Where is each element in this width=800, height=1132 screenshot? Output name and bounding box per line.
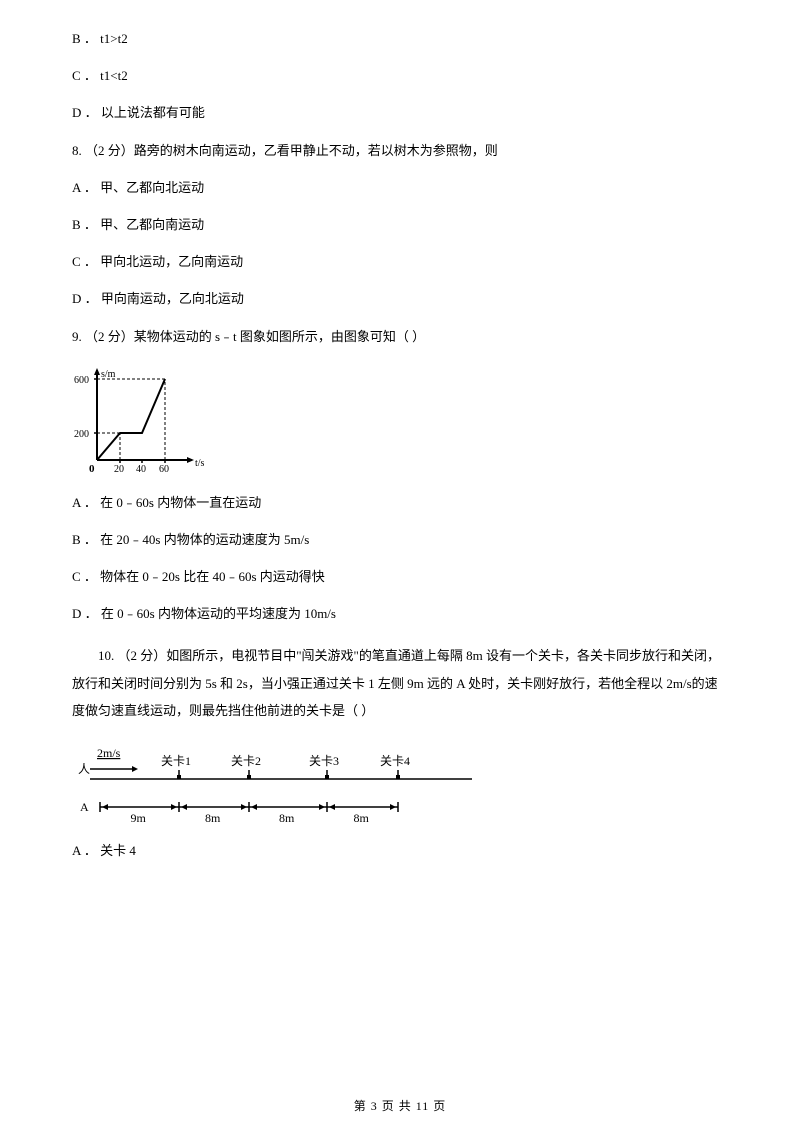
svg-text:8m: 8m <box>205 811 221 823</box>
question-9: 9. （2 分）某物体运动的 s﹣t 图象如图所示，由图象可知（ ） <box>72 328 728 346</box>
option-a8: A ． 甲、乙都向北运动 <box>72 179 728 197</box>
svg-text:20: 20 <box>114 464 124 475</box>
st-graph-icon: s/m 200 600 0 20 40 60 t/s <box>72 365 222 475</box>
svg-text:2m/s: 2m/s <box>97 746 121 760</box>
svg-text:40: 40 <box>136 464 146 475</box>
question-8: 8. （2 分）路旁的树木向南运动，乙看甲静止不动，若以树木为参照物，则 <box>72 142 728 160</box>
svg-text:A: A <box>80 800 89 814</box>
option-a9: A ． 在 0﹣60s 内物体一直在运动 <box>72 494 728 512</box>
figure-q9: s/m 200 600 0 20 40 60 t/s <box>72 365 728 475</box>
svg-text:8m: 8m <box>354 811 370 823</box>
svg-text:关卡4: 关卡4 <box>380 754 410 768</box>
question-10: 10. （2 分）如图所示，电视节目中"闯关游戏"的笔直通道上每隔 8m 设有一… <box>72 642 728 724</box>
svg-text:关卡1: 关卡1 <box>161 754 191 768</box>
svg-text:600: 600 <box>74 375 89 386</box>
figure-q10: 2m/s 人 关卡1 关卡2 关卡3 关卡4 A 9m 8m 8m 8m <box>72 743 728 823</box>
option-d9: D ． 在 0﹣60s 内物体运动的平均速度为 10m/s <box>72 605 728 623</box>
svg-text:60: 60 <box>159 464 169 475</box>
svg-text:8m: 8m <box>279 811 295 823</box>
page-footer: 第 3 页 共 11 页 <box>0 1097 800 1114</box>
svg-text:人: 人 <box>78 762 90 776</box>
svg-text:s/m: s/m <box>101 369 116 380</box>
option-d7: D ． 以上说法都有可能 <box>72 104 728 122</box>
option-c8: C ． 甲向北运动，乙向南运动 <box>72 253 728 271</box>
svg-text:0: 0 <box>89 463 95 475</box>
svg-text:9m: 9m <box>131 811 147 823</box>
svg-text:关卡2: 关卡2 <box>231 754 261 768</box>
svg-text:200: 200 <box>74 429 89 440</box>
option-c9: C ． 物体在 0﹣20s 比在 40﹣60s 内运动得快 <box>72 568 728 586</box>
option-d8: D ． 甲向南运动，乙向北运动 <box>72 290 728 308</box>
checkpoint-diagram-icon: 2m/s 人 关卡1 关卡2 关卡3 关卡4 A 9m 8m 8m 8m <box>72 743 492 823</box>
option-b7: B ． t1>t2 <box>72 30 728 48</box>
option-b8: B ． 甲、乙都向南运动 <box>72 216 728 234</box>
svg-text:t/s: t/s <box>195 458 205 469</box>
option-c7: C ． t1<t2 <box>72 67 728 85</box>
option-b9: B ． 在 20﹣40s 内物体的运动速度为 5m/s <box>72 531 728 549</box>
svg-text:关卡3: 关卡3 <box>309 754 339 768</box>
option-a10: A ． 关卡 4 <box>72 842 728 860</box>
